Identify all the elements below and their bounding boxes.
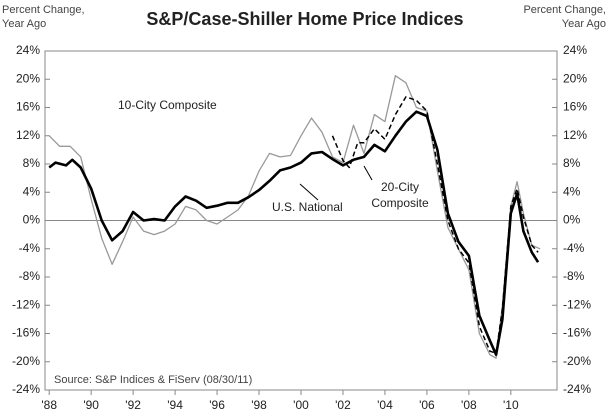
y-tick-label: 4% bbox=[23, 184, 41, 198]
x-tick-label: '02 bbox=[335, 398, 351, 412]
y2-tick-label: -8% bbox=[563, 269, 585, 283]
y2-tick-label: 0% bbox=[563, 213, 581, 227]
x-tick-label: '06 bbox=[419, 398, 435, 412]
annotation: 20-City bbox=[381, 180, 419, 194]
x-tick-label: '90 bbox=[83, 398, 99, 412]
y2-tick-label: 4% bbox=[563, 184, 581, 198]
x-tick-label: '08 bbox=[461, 398, 477, 412]
leader-line bbox=[299, 183, 319, 201]
y-tick-label: -24% bbox=[12, 382, 40, 396]
y2-tick-label: -12% bbox=[563, 297, 591, 311]
x-tick-label: '96 bbox=[209, 398, 225, 412]
x-tick-label: '10 bbox=[503, 398, 519, 412]
y-tick-label: 0% bbox=[23, 213, 41, 227]
y2-axis-label: Year Ago bbox=[562, 18, 606, 30]
series-line bbox=[331, 96, 539, 355]
y-tick-label: 20% bbox=[16, 71, 40, 85]
series-line bbox=[48, 110, 540, 356]
y-tick-label: -16% bbox=[12, 326, 40, 340]
y2-tick-label: 12% bbox=[563, 128, 587, 142]
y2-tick-label: 20% bbox=[563, 71, 587, 85]
y-tick-label: 8% bbox=[23, 156, 41, 170]
y-tick-label: -20% bbox=[12, 354, 40, 368]
annotation: Composite bbox=[371, 196, 429, 210]
series-line bbox=[48, 75, 541, 359]
source-note: Source: S&P Indices & FiServ (08/30/11) bbox=[54, 374, 252, 386]
y-axis-label: Percent Change, bbox=[2, 4, 85, 16]
y2-tick-label: 8% bbox=[563, 156, 581, 170]
y-tick-label: -12% bbox=[12, 297, 40, 311]
x-tick-label: '88 bbox=[41, 398, 57, 412]
y-axis-label: Year Ago bbox=[2, 18, 46, 30]
leader-line bbox=[363, 165, 373, 181]
y2-tick-label: -24% bbox=[563, 382, 591, 396]
x-tick-label: '04 bbox=[377, 398, 393, 412]
x-tick-label: '98 bbox=[251, 398, 267, 412]
y2-tick-label: -16% bbox=[563, 326, 591, 340]
y2-tick-label: 16% bbox=[563, 100, 587, 114]
y-tick-label: 24% bbox=[16, 43, 40, 57]
x-tick-label: '94 bbox=[167, 398, 183, 412]
y-tick-label: 12% bbox=[16, 128, 40, 142]
y2-tick-label: 24% bbox=[563, 43, 587, 57]
y-tick-label: -4% bbox=[19, 241, 41, 255]
annotation: U.S. National bbox=[272, 200, 343, 214]
y-tick-label: -8% bbox=[19, 269, 41, 283]
y2-tick-label: -20% bbox=[563, 354, 591, 368]
x-tick-label: '00 bbox=[293, 398, 309, 412]
y2-tick-label: -4% bbox=[563, 241, 585, 255]
annotation: 10-City Composite bbox=[118, 98, 217, 112]
y2-axis-label: Percent Change, bbox=[523, 4, 606, 16]
x-tick-label: '92 bbox=[125, 398, 141, 412]
chart-title: S&P/Case-Shiller Home Price Indices bbox=[146, 9, 463, 29]
y-tick-label: 16% bbox=[16, 100, 40, 114]
